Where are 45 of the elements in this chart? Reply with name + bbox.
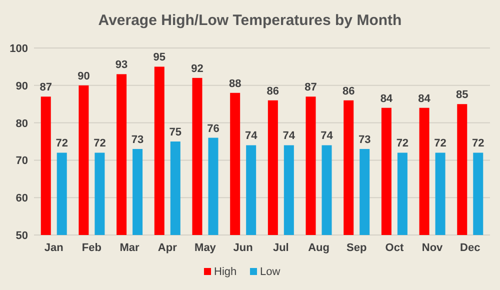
legend-label: Low [260,266,280,278]
data-label: 74 [320,130,334,142]
y-tick-label: 90 [16,80,28,92]
x-tick-label: Nov [422,242,444,254]
data-label: 84 [380,92,394,105]
data-label: 93 [115,59,128,72]
data-label: 86 [266,85,280,98]
data-label: 86 [342,85,355,98]
data-label: 72 [472,138,484,150]
x-tick-label: May [194,242,217,254]
x-tick-label: Mar [120,242,140,254]
x-tick-label: Feb [82,242,102,254]
x-tick-label: Jun [233,242,254,254]
data-label: 85 [456,89,468,102]
y-tick-label: 70 [16,155,28,168]
y-tick-label: 100 [10,43,28,55]
x-tick-label: Oct [385,242,404,254]
x-tick-label: Aug [308,242,330,254]
x-tick-label: Dec [460,242,480,254]
data-label: 90 [78,70,90,82]
data-label: 87 [304,82,317,94]
data-label: 72 [56,138,68,150]
data-label: 74 [244,130,258,142]
data-label: 73 [131,134,144,146]
y-tick-label: 80 [16,118,28,130]
y-tick-label: 50 [16,230,28,242]
x-tick-label: Sep [346,242,367,254]
x-tick-label: Apr [158,242,178,254]
data-label: 75 [169,126,182,138]
data-label: 84 [418,92,432,105]
chart-title: Average High/Low Temperatures by Month [98,12,402,29]
data-label: 72 [94,138,106,150]
x-tick-label: Jul [272,242,289,254]
data-label: 88 [228,78,242,90]
data-label: 87 [40,82,52,94]
data-label: 74 [282,130,296,142]
data-label: 76 [207,122,220,135]
data-label: 95 [153,52,166,64]
data-label: 72 [434,138,446,150]
x-tick-label: Jan [44,242,64,254]
legend-label: High [214,266,237,278]
data-label: 73 [358,134,371,146]
data-label: 92 [191,62,204,75]
data-label: 72 [396,138,409,150]
y-tick-label: 60 [16,192,28,205]
